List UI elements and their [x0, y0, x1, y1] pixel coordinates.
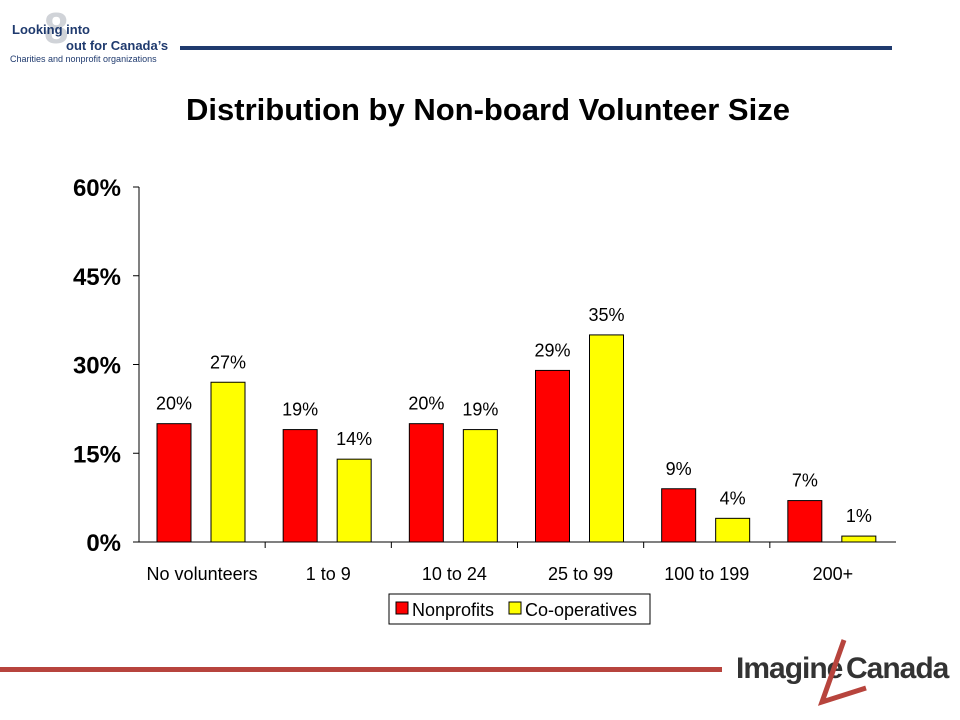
bar-co-operatives	[715, 517, 751, 543]
bottom-divider	[0, 667, 722, 672]
data-label: 27%	[210, 352, 246, 372]
data-label: 35%	[588, 305, 624, 325]
logo-line-3: Charities and nonprofit organizations	[10, 54, 157, 64]
top-divider	[180, 46, 892, 50]
x-tick-label: 200+	[813, 564, 854, 584]
bar-co-operatives	[589, 334, 624, 543]
y-tick-label: 30%	[73, 353, 121, 380]
bar-co-operatives	[841, 535, 877, 543]
x-tick-label: 1 to 9	[306, 564, 351, 584]
bar-nonprofits	[408, 423, 444, 543]
looking-into-8-logo: 8 Looking into out for Canada’s Charitie…	[4, 4, 184, 64]
x-tick-label: No volunteers	[147, 564, 258, 584]
y-tick-label: 15%	[73, 441, 121, 468]
bar-nonprofits	[156, 423, 192, 543]
bar-nonprofits	[787, 500, 823, 543]
imagine-canada-logo: Imagine Canada	[736, 636, 949, 710]
y-tick-label: 60%	[73, 175, 121, 202]
data-label: 9%	[666, 459, 692, 479]
bar-co-operatives	[210, 381, 246, 543]
bar-co-operatives	[336, 458, 372, 543]
logo-word-canada: Canada	[846, 652, 949, 685]
logo-triangle-icon	[817, 639, 867, 706]
data-label: 19%	[462, 400, 498, 420]
bar-nonprofits	[661, 488, 697, 543]
data-label: 7%	[792, 471, 818, 491]
data-label: 4%	[720, 488, 746, 508]
x-tick-label: 10 to 24	[422, 564, 487, 584]
data-label: 1%	[846, 506, 872, 526]
chart-title: Distribution by Non-board Volunteer Size	[186, 92, 790, 127]
x-tick-label: 100 to 199	[664, 564, 749, 584]
y-tick-label: 0%	[86, 530, 121, 557]
data-label: 19%	[282, 400, 318, 420]
data-label: 14%	[336, 429, 372, 449]
data-label: 20%	[156, 394, 192, 414]
legend-swatch	[395, 601, 409, 615]
y-tick-label: 45%	[73, 264, 121, 291]
logo-line-2: out for Canada’s	[66, 38, 169, 53]
x-tick-label: 25 to 99	[548, 564, 613, 584]
legend-swatch	[508, 601, 522, 615]
bar-nonprofits	[535, 369, 570, 543]
logo-word-imagine: Imagine	[736, 652, 843, 685]
logo-numeral: 8	[44, 4, 69, 53]
data-label: 20%	[408, 394, 444, 414]
logo-line-1: Looking into	[12, 22, 90, 37]
legend-label: Nonprofits	[412, 600, 494, 620]
bar-co-operatives	[462, 429, 498, 543]
bar-nonprofits	[282, 429, 318, 543]
legend-label: Co-operatives	[525, 600, 637, 620]
data-label: 29%	[534, 340, 570, 360]
